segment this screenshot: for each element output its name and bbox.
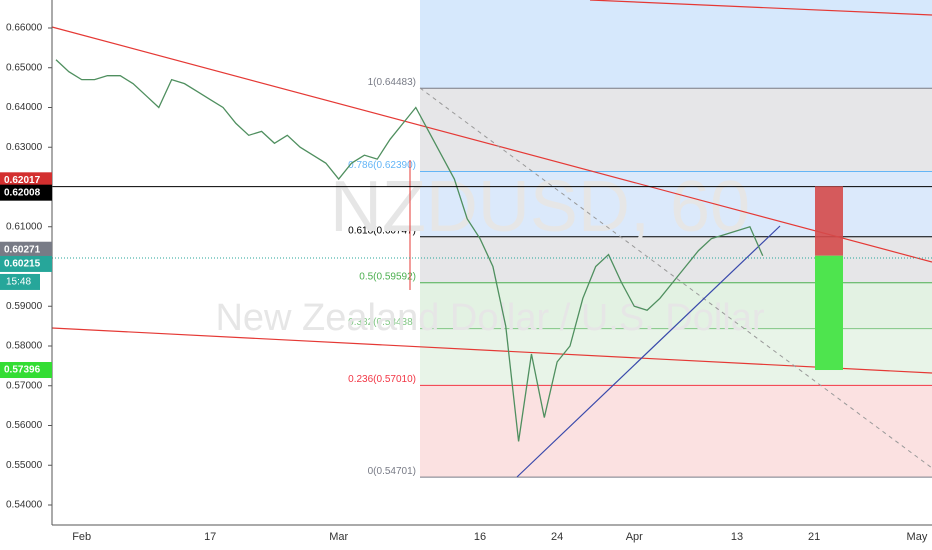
fib-zone [420, 171, 932, 237]
fib-zone [420, 0, 932, 89]
price-tag-label: 0.57396 [4, 365, 41, 376]
y-tick-label: 0.61000 [6, 221, 43, 232]
price-tag [0, 241, 52, 258]
fib-label: 0(0.54701) [368, 466, 416, 477]
trend-line [51, 327, 932, 374]
fib-zone [420, 385, 932, 478]
fib-label: 0.786(0.62390) [348, 160, 416, 171]
plot [52, 59, 932, 442]
trend-line [51, 26, 932, 263]
x-tick-label: 21 [808, 531, 820, 543]
fib-label: 0.236(0.57010) [348, 374, 416, 385]
fib-zone [420, 88, 932, 172]
x-tick-label: Apr [626, 531, 643, 543]
y-tick-label: 0.66000 [6, 23, 43, 34]
time-tag [0, 273, 40, 290]
x-tick-label: 24 [551, 531, 563, 543]
y-tick-label: 0.58000 [6, 341, 43, 352]
price-tag-label: 0.60215 [4, 259, 41, 270]
price-line [55, 59, 764, 442]
fib-zone [420, 282, 932, 329]
price-tag [0, 172, 52, 189]
y-tick-label: 0.63000 [6, 142, 43, 153]
trend-line [589, 0, 932, 16]
fib-label: 0.5(0.59592) [359, 271, 416, 282]
y-tick-label: 0.54000 [6, 500, 43, 511]
price-tag-label: 0.60271 [4, 244, 41, 255]
fib-label: 1(0.64483) [368, 77, 416, 88]
price-tag-label: 0.62008 [4, 187, 41, 198]
x-tick-label: 13 [731, 531, 743, 543]
fib-zones: 1(0.64483) 0.786(0.62390) 0.618(0.60747) 0.… [348, 0, 932, 478]
fib-zone [420, 328, 932, 386]
y-tick-label: 0.64000 [6, 102, 43, 113]
x-tick-label: Mar [329, 531, 348, 543]
y-tick-label: 0.65000 [6, 62, 43, 73]
drawings [51, 0, 932, 478]
price-tag [0, 362, 52, 379]
x-tick-label: 17 [204, 531, 216, 543]
price-tag-label: 0.62017 [4, 175, 41, 186]
watermark-subtitle: New Zealand Dollar / U.S. Dollar [215, 297, 764, 339]
watermark: NZDUSD, 60 [330, 167, 750, 247]
x-tick-label: 16 [474, 531, 486, 543]
y-tick-label: 0.59000 [6, 301, 43, 312]
fib-diagonal [419, 87, 932, 469]
price-tag [0, 255, 52, 272]
x-tick-label: May [907, 531, 928, 543]
x-tick-label: Feb [72, 531, 91, 543]
y-tick-label: 0.56000 [6, 420, 43, 431]
price-tag [0, 184, 52, 201]
axes: 0.54000 0.55000 0.56000 0.57000 0.58000 0.590… [0, 23, 928, 543]
y-tick-label: 0.55000 [6, 460, 43, 471]
time-tag-label: 15:48 [6, 277, 31, 288]
fib-zone [420, 236, 932, 283]
fib-label: 0.382(0.58438) [348, 317, 416, 328]
fib-label: 0.618(0.60747) [348, 225, 416, 236]
position-loss [815, 186, 843, 256]
time-axis [0, 525, 932, 550]
position-profit [815, 255, 843, 371]
trend-line [516, 225, 781, 478]
y-tick-label: 0.57000 [6, 380, 43, 391]
